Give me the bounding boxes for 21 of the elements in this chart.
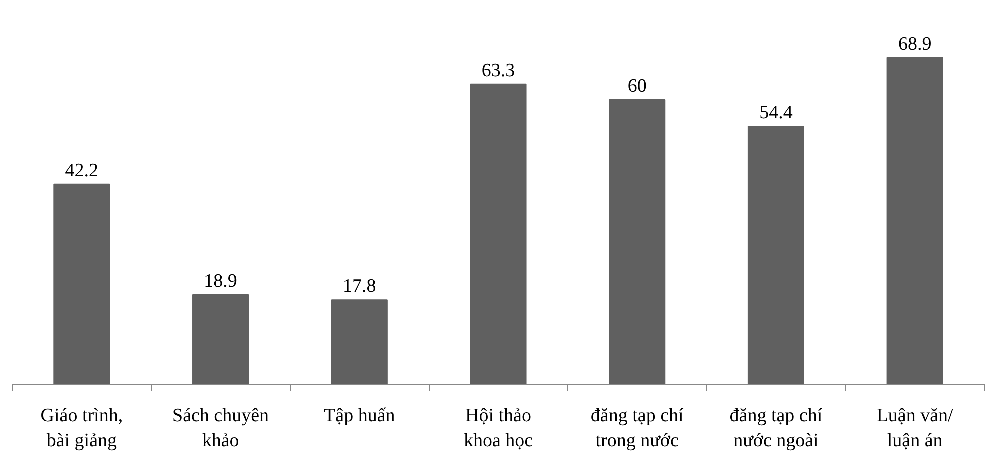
data-label: 63.3 [482, 60, 516, 82]
bar [192, 294, 250, 384]
bar [470, 84, 527, 384]
data-label: 54.4 [760, 102, 794, 124]
bar [609, 99, 666, 384]
bar [886, 57, 944, 384]
x-tick-label: Sách chuyên khảo [172, 406, 270, 452]
data-label: 42.2 [65, 160, 99, 182]
x-tick-label: Giáo trình, bài giảng [40, 406, 124, 452]
data-label: 17.8 [343, 276, 376, 298]
x-tick-label: Hội thảo khoa học [464, 406, 534, 452]
bar [331, 300, 388, 384]
x-tick-label: Luận văn/ luận án [876, 406, 954, 452]
bar [748, 126, 804, 384]
data-label: 68.9 [898, 34, 932, 55]
x-tick-label: Tập huấn [324, 406, 396, 426]
x-tick-label: đăng tạp chí nước ngoài [730, 406, 824, 452]
data-label: 18.9 [204, 270, 238, 292]
data-label: 60 [628, 76, 647, 97]
bar [54, 184, 110, 384]
x-tick-label: đăng tạp chí trong nước [590, 406, 685, 452]
